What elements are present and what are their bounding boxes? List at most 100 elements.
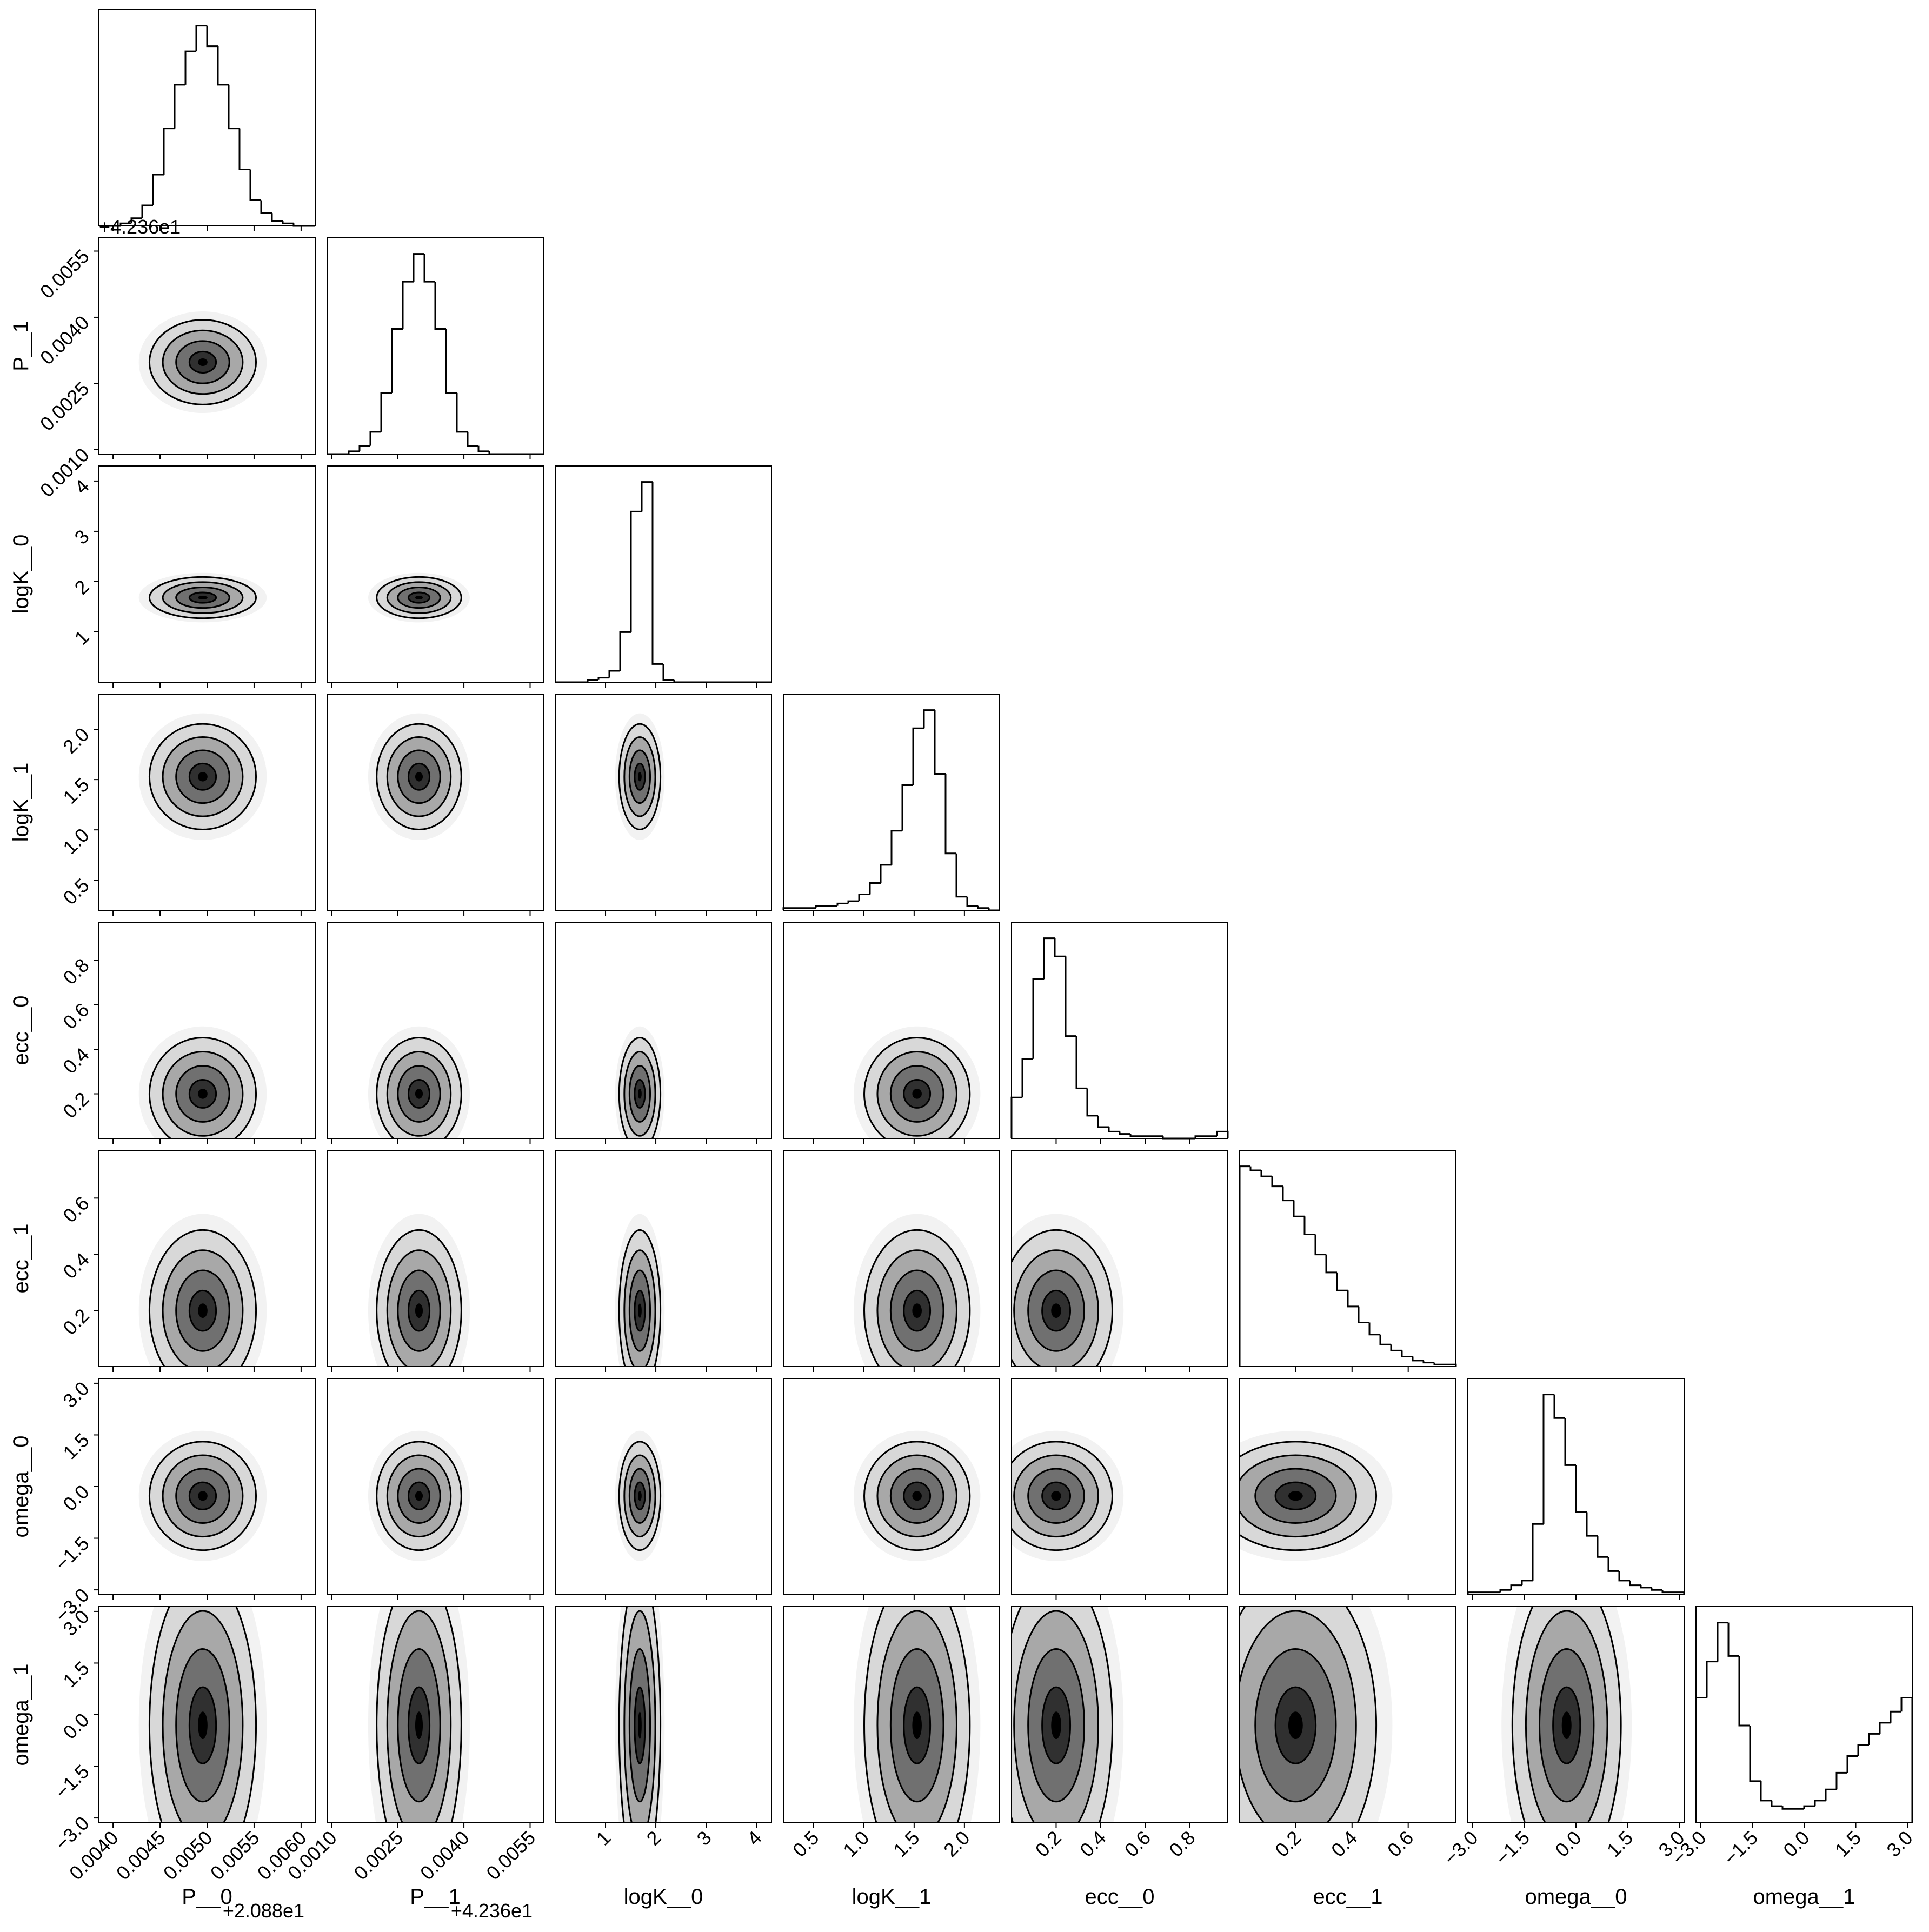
density bbox=[853, 1430, 981, 1561]
panel-frame bbox=[1239, 1378, 1456, 1595]
hist-bin bbox=[358, 445, 370, 451]
y-tick-label: 0.0040 bbox=[36, 311, 94, 369]
x-tick-label: 3 bbox=[693, 1827, 716, 1850]
x-tick-label: 0.0040 bbox=[416, 1827, 474, 1884]
hist-bin bbox=[380, 392, 392, 432]
x-tick-label: 0.0 bbox=[1779, 1827, 1813, 1861]
hist-bin bbox=[912, 727, 924, 785]
panel bbox=[98, 9, 316, 231]
x-tick-label: 1.0 bbox=[839, 1827, 873, 1861]
y-tick-label: −1.5 bbox=[50, 1760, 93, 1803]
hist-bin bbox=[1499, 1589, 1511, 1593]
y-tick-label: 0.0 bbox=[58, 1709, 93, 1743]
x-axis-label: logK__0 bbox=[624, 1885, 703, 1909]
density bbox=[615, 1214, 665, 1367]
y-tick-label: 0.0025 bbox=[36, 377, 94, 435]
y-tick-label: 1.5 bbox=[58, 1429, 93, 1463]
panel-frame bbox=[327, 237, 544, 455]
density bbox=[138, 311, 267, 414]
x-tick-label: 0.6 bbox=[1383, 1827, 1418, 1861]
panel-frame bbox=[783, 694, 1000, 911]
y-tick-label: 0.0055 bbox=[36, 245, 94, 303]
hist-bin bbox=[1368, 1322, 1380, 1336]
hist-bin bbox=[847, 900, 859, 904]
hist-bin bbox=[184, 50, 196, 85]
panel-frame bbox=[327, 1378, 544, 1595]
hist-bin bbox=[195, 25, 207, 52]
x-tick-label: −1.5 bbox=[1719, 1827, 1762, 1869]
hist-bin bbox=[163, 128, 175, 175]
contour bbox=[415, 1491, 423, 1501]
x-tick-label: 2 bbox=[642, 1827, 666, 1850]
hist-bin bbox=[206, 25, 218, 48]
x-axis-label: P__1 bbox=[410, 1885, 460, 1909]
panel-frame bbox=[327, 694, 544, 911]
hist-bin bbox=[282, 221, 294, 224]
x-tick-label: −1.5 bbox=[1491, 1827, 1534, 1869]
hist-bin bbox=[1314, 1234, 1326, 1256]
hist-bin bbox=[1825, 1788, 1837, 1801]
contour bbox=[1051, 1303, 1061, 1318]
hist-bin bbox=[130, 217, 142, 224]
density bbox=[138, 713, 267, 841]
x-axis-label: ecc__0 bbox=[1085, 1885, 1155, 1909]
contour bbox=[198, 1491, 208, 1501]
contour bbox=[415, 596, 423, 600]
panel bbox=[327, 922, 544, 1144]
hist-bin bbox=[1379, 1334, 1391, 1345]
contour bbox=[637, 1089, 642, 1099]
y-tick-label: 2 bbox=[70, 576, 94, 599]
density bbox=[1012, 1430, 1124, 1561]
contour bbox=[415, 1089, 423, 1099]
hist-bin bbox=[1749, 1725, 1761, 1782]
hist-bin bbox=[174, 84, 185, 129]
hist-bin bbox=[1706, 1661, 1718, 1698]
panel-frame bbox=[555, 1378, 772, 1595]
hist-bin bbox=[901, 784, 913, 831]
y-tick-label: 0.4 bbox=[58, 1248, 93, 1283]
y-tick-label: 0.4 bbox=[58, 1043, 93, 1078]
hist-bin bbox=[467, 431, 478, 447]
hist-bin bbox=[1857, 1744, 1869, 1756]
density bbox=[1240, 1430, 1393, 1561]
hist-bin bbox=[880, 864, 892, 883]
hist-bin bbox=[858, 894, 870, 902]
x-axis-label: omega__1 bbox=[1753, 1885, 1855, 1909]
hist-bin bbox=[1358, 1306, 1369, 1324]
x-tick-label: 2.0 bbox=[939, 1827, 974, 1861]
panel-frame bbox=[1011, 1606, 1228, 1823]
y-offset: +4.236e1 bbox=[99, 216, 181, 238]
hist-bin bbox=[1879, 1722, 1891, 1734]
x-tick-label: 0.0050 bbox=[159, 1827, 217, 1884]
hist-bin bbox=[869, 882, 881, 895]
panel bbox=[327, 237, 544, 459]
hist-bin bbox=[1097, 1115, 1109, 1128]
x-offset: +4.236e1 bbox=[451, 1900, 533, 1922]
hist-bin bbox=[1010, 1096, 1022, 1138]
density bbox=[368, 1607, 470, 1823]
contour bbox=[198, 772, 208, 782]
panel bbox=[327, 1150, 544, 1372]
x-tick-label: 0.0045 bbox=[112, 1827, 170, 1884]
contour bbox=[1051, 1491, 1061, 1501]
panel-frame bbox=[327, 1150, 544, 1367]
panel bbox=[1010, 922, 1229, 1144]
y-tick-label: 1.5 bbox=[58, 1657, 93, 1691]
hist-bin bbox=[141, 204, 153, 218]
y-tick-label: 0.2 bbox=[58, 1088, 93, 1122]
panel bbox=[327, 694, 544, 916]
hist-bin bbox=[1629, 1580, 1641, 1587]
hist-bin bbox=[1738, 1656, 1750, 1727]
hist-bin bbox=[1618, 1571, 1630, 1582]
hist-bin bbox=[1890, 1710, 1901, 1723]
hist-bin bbox=[1542, 1394, 1554, 1524]
hist-bin bbox=[1575, 1465, 1587, 1513]
hist-bin bbox=[608, 670, 620, 678]
hist-bin bbox=[1717, 1622, 1728, 1662]
y-tick-label: 3.0 bbox=[58, 1377, 93, 1412]
contour bbox=[637, 772, 642, 782]
hist-bin bbox=[977, 905, 989, 909]
hist-bin bbox=[152, 174, 164, 206]
